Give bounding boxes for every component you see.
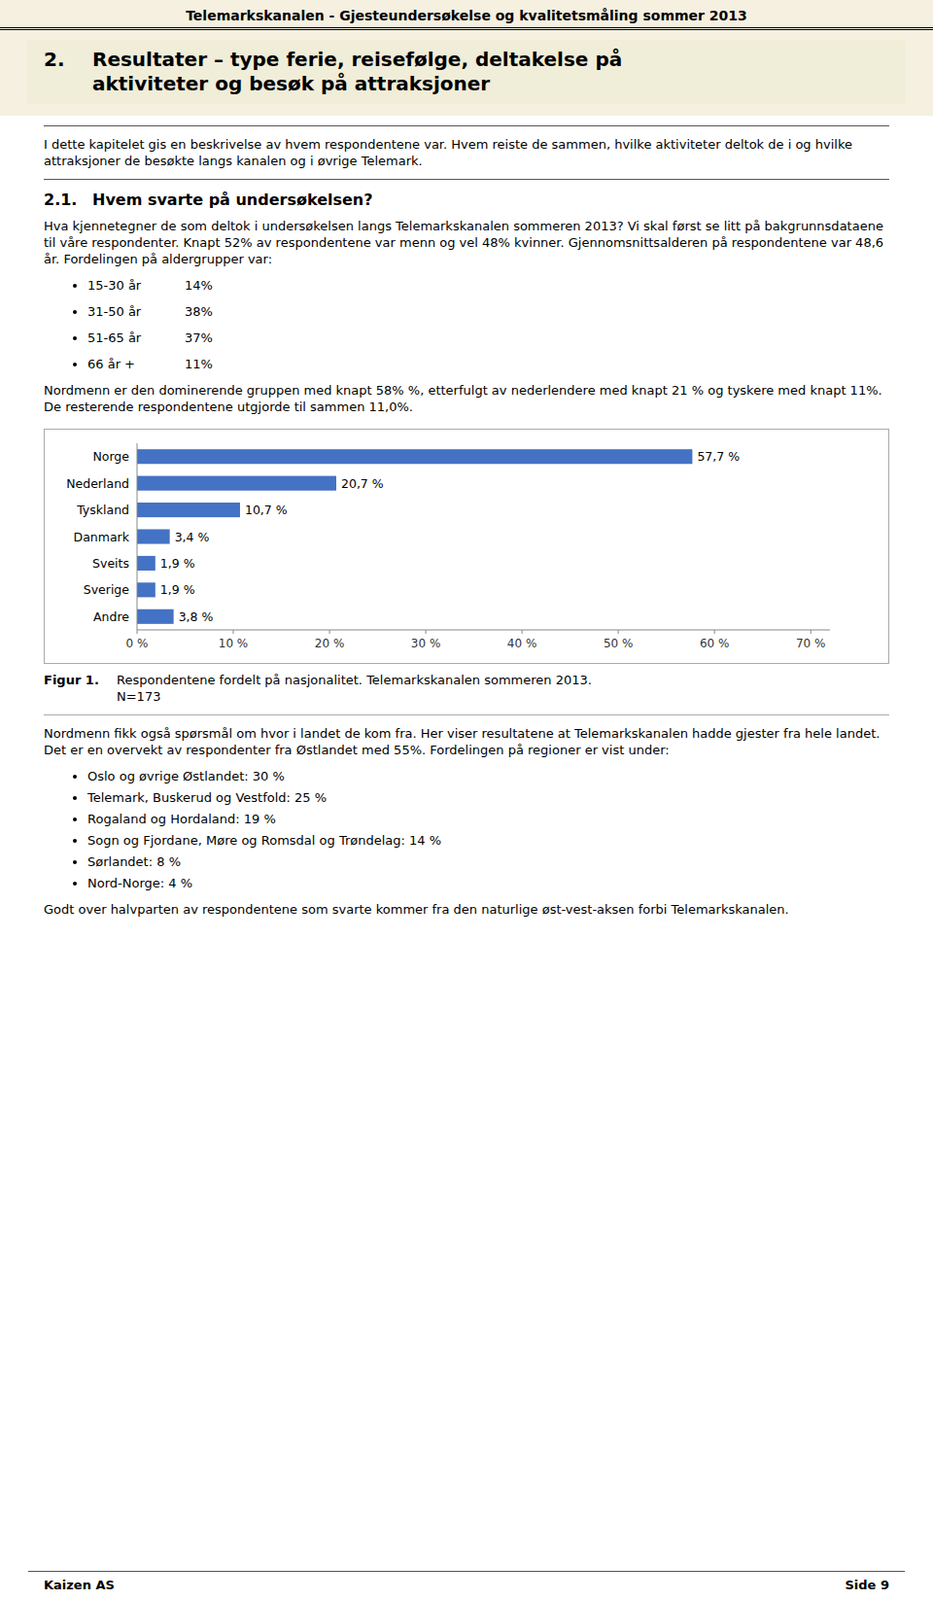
footer-right: Side 9 [844, 1577, 890, 1592]
region-item: Rogaland og Hordaland: 19 % [87, 810, 890, 828]
section-title: Resultater – type ferie, reisefølge, del… [92, 47, 622, 97]
age-item: 66 år +11% [87, 355, 890, 373]
rule [43, 178, 890, 180]
x-tick-label: 20 % [314, 636, 346, 651]
x-tick [810, 629, 812, 634]
bar [137, 609, 174, 624]
caption-text: Respondentene fordelt på nasjonalitet. T… [116, 671, 592, 705]
footer: Kaizen AS Side 9 [28, 1570, 905, 1592]
region-item: Nord-Norge: 4 % [87, 874, 890, 892]
x-tick-label: 60 % [699, 636, 730, 651]
rule [43, 714, 890, 716]
age-group: 66 år + [87, 355, 185, 373]
header: Telemarkskanalen - Gjesteundersøkelse og… [0, 7, 933, 31]
chart-box: 0 % 10 % 20 % 30 % 40 % 50 % 60 % 70 % Norge Nede… [43, 428, 890, 664]
x-tick [618, 629, 620, 634]
data-label: 20,7 % [341, 476, 384, 491]
data-label: 3,8 % [178, 609, 214, 624]
caption-line: Respondentene fordelt på nasjonalitet. T… [116, 671, 592, 689]
age-group: 15-30 år [87, 276, 185, 294]
category-label: Andre [93, 609, 130, 624]
region-item: Sogn og Fjordane, Møre og Romsdal og Trø… [87, 831, 890, 849]
bars [137, 449, 692, 624]
age-item: 15-30 år14% [87, 276, 890, 294]
x-tick-label: 10 % [218, 636, 249, 651]
bar [137, 502, 241, 518]
age-group: 51-65 år [87, 329, 185, 346]
data-label: 10,7 % [244, 502, 288, 518]
x-tick [329, 629, 331, 634]
x-tick-label: 50 % [603, 636, 634, 651]
category-label: Nederland [66, 476, 130, 491]
x-tick [233, 629, 235, 634]
subsection-number: 2.1. [43, 191, 93, 208]
section-title-line: Resultater – type ferie, reisefølge, del… [92, 47, 622, 72]
category-label: Sveits [92, 555, 130, 571]
x-axis-line [137, 629, 830, 631]
section-heading: 2.Resultater – type ferie, reisefølge, d… [27, 39, 906, 104]
section-title-line: aktiviteter og besøk på attraksjoner [92, 71, 622, 97]
content: I dette kapitelet gis en beskrivelse av … [0, 125, 933, 918]
bar [137, 528, 171, 544]
bar-chart: 0 % 10 % 20 % 30 % 40 % 50 % 60 % 70 % Norge Nede… [44, 429, 889, 663]
footer-left: Kaizen AS [43, 1577, 115, 1592]
bar [137, 555, 156, 571]
page: Telemarkskanalen - Gjesteundersøkelse og… [0, 0, 933, 1600]
category-label: Norge [92, 449, 130, 464]
data-label: 3,4 % [174, 529, 210, 545]
y-axis-line [137, 443, 139, 630]
age-share: 38% [184, 304, 213, 319]
figure-label: Figur 1. [43, 671, 117, 705]
region-item: Oslo og øvrige Østlandet: 30 % [87, 767, 890, 785]
rule [43, 125, 890, 127]
region-list: Oslo og øvrige Østlandet: 30 % Telemark, … [43, 767, 890, 892]
intro-text: I dette kapitelet gis en beskrivelse av … [43, 136, 890, 170]
data-label: 57,7 % [696, 449, 740, 464]
body-text: Hva kjennetegner de som deltok i undersø… [43, 217, 890, 268]
header-band: Telemarkskanalen - Gjesteundersøkelse og… [0, 0, 933, 116]
age-group: 31-50 år [87, 303, 185, 320]
region-item: Sørlandet: 8 % [87, 853, 890, 870]
body-text: Nordmenn er den dominerende gruppen med … [43, 381, 890, 415]
x-tick-label: 0 % [126, 636, 149, 651]
category-label: Danmark [73, 529, 131, 545]
x-tick [425, 629, 427, 634]
category-label: Tyskland [75, 502, 130, 518]
x-tick [714, 629, 716, 634]
age-share: 37% [184, 330, 213, 346]
age-share: 11% [184, 356, 213, 372]
body-text: Godt over halvparten av respondentene so… [43, 900, 890, 918]
age-share: 14% [184, 277, 213, 293]
figure-caption: Figur 1.Respondentene fordelt på nasjona… [43, 671, 890, 705]
body-text: Nordmenn fikk også spørsmål om hvor i la… [43, 725, 890, 759]
subsection-heading: 2.1.Hvem svarte på undersøkelsen? [43, 191, 890, 208]
category-label: Sverige [83, 582, 131, 597]
section-number: 2. [43, 47, 93, 97]
bar [137, 476, 337, 491]
data-label: 1,9 % [160, 582, 196, 597]
age-list: 15-30 år14% 31-50 år38% 51-65 år37% 66 år +… [43, 276, 890, 373]
region-item: Telemark, Buskerud og Vestfold: 25 % [87, 789, 890, 806]
data-label: 1,9 % [160, 555, 196, 571]
bar [137, 449, 692, 464]
caption-line: N=173 [116, 688, 592, 705]
age-item: 51-65 år37% [87, 329, 890, 346]
subsection-title: Hvem svarte på undersøkelsen? [92, 191, 374, 208]
x-tick-label: 30 % [411, 636, 442, 651]
bar [137, 582, 156, 597]
x-tick [521, 629, 523, 634]
x-tick-label: 70 % [795, 636, 827, 651]
x-tick-label: 40 % [507, 636, 538, 651]
x-tick [137, 629, 139, 634]
age-item: 31-50 år38% [87, 303, 890, 320]
